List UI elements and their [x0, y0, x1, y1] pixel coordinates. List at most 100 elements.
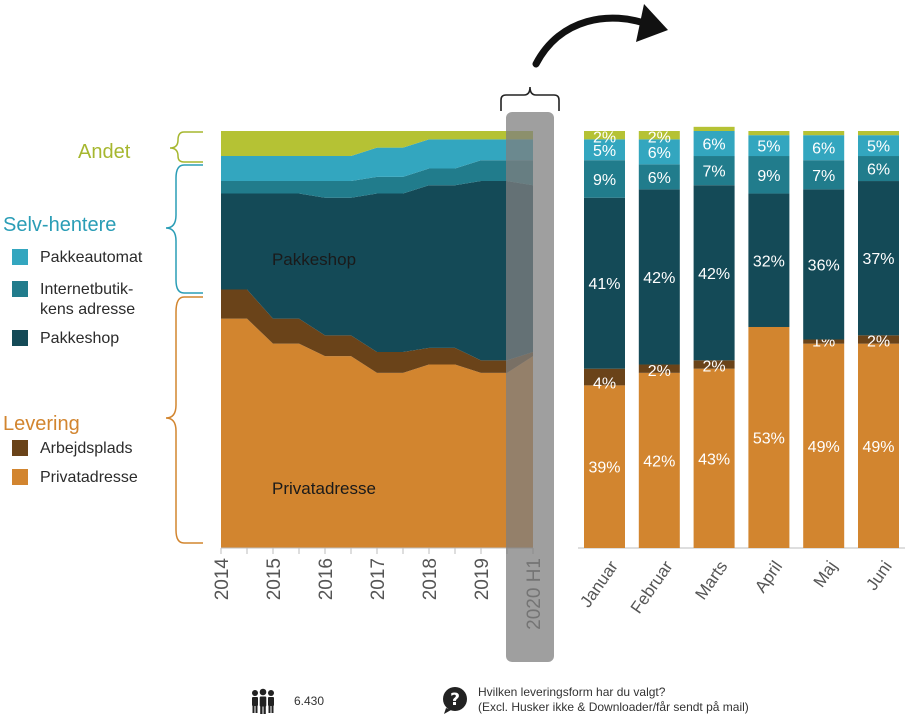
legend-group-andet: Andet [78, 141, 131, 163]
bar-data-label: 7% [812, 168, 835, 185]
bar-internetbutikkens-adresse-maj [803, 160, 845, 190]
bar-pakkeshop-februar [638, 189, 680, 365]
area-arbejdsplads [221, 289, 533, 373]
respondents-info: 6.430 [248, 686, 324, 716]
bar-data-label: 9% [757, 168, 780, 185]
legend-label: Pakkeautomat [40, 249, 143, 266]
bar-data-label: 36% [808, 257, 840, 274]
legend-swatch-internetbutik-kens-adresse [12, 281, 28, 297]
bar-data-label: 6% [812, 141, 835, 158]
bar-privatadresse-februar [638, 372, 680, 548]
bar-data-label: 37% [862, 251, 894, 268]
bar-privatadresse-marts [693, 368, 735, 548]
bar-data-label: 43% [698, 451, 730, 468]
bar-data-label: 49% [808, 439, 840, 456]
brace-andet [169, 131, 203, 163]
bar-pakkeshop-maj [803, 189, 845, 340]
area-x-tick-label: 2015 [264, 558, 285, 600]
bar-pakkeshop-marts [693, 185, 735, 361]
arrow-head-icon [636, 4, 668, 42]
bar-internetbutikkens-adresse-januar [584, 160, 625, 198]
bar-pakkeautomat-maj [803, 135, 845, 161]
area-x-tick-label: 2019 [472, 558, 493, 600]
bar-data-label: 5% [757, 139, 780, 156]
bar-data-label: 4% [593, 375, 616, 392]
bar-data-label: 2% [648, 363, 671, 380]
bar-pakkeautomat-juni [858, 135, 899, 157]
legend-label: Internetbutik- [40, 281, 133, 298]
question-text: Hvilken leveringsform har du valgt? (Exc… [478, 685, 749, 715]
area-label-privatadresse: Privatadresse [272, 479, 376, 498]
bar-data-label: 6% [648, 170, 671, 187]
legend-label: kens adresse [40, 301, 135, 318]
legend-group-levering: Levering [3, 413, 80, 435]
area-pakkeshop [221, 181, 533, 361]
bar-data-label: 32% [753, 253, 785, 270]
bar-category-label: April [751, 557, 786, 596]
area-pakkeautomat [221, 139, 533, 182]
bar-pakkeautomat-januar [584, 139, 625, 161]
bar-pakkeautomat-april [748, 135, 790, 157]
area-internetbutikkens-adresse [221, 160, 533, 198]
bar-privatadresse-maj [803, 343, 845, 548]
chart-canvas: Pakkeshop Privatadresse 2014 2015 2016 2017 20… [3, 4, 905, 662]
bar-data-label: 42% [643, 453, 675, 470]
area-privatadresse [221, 318, 533, 548]
area-label-pakkeshop: Pakkeshop [272, 250, 356, 269]
area-x-tick-label: 2014 [212, 558, 233, 601]
bar-arbejdsplads-marts [693, 360, 735, 369]
bar-internetbutikkens-adresse-april [748, 156, 790, 194]
legend-group-selv-hentere: Selv-hentere [3, 214, 116, 236]
bar-pakkeshop-juni [858, 181, 899, 336]
bar-pakkeautomat-februar [638, 139, 680, 165]
bar-data-label: 6% [648, 145, 671, 162]
bar-data-label: 6% [703, 137, 726, 154]
bar-category-label: Januar [576, 557, 622, 611]
area-x-tick-label: 2017 [368, 558, 389, 600]
question-line-1: Hvilken leveringsform har du valgt? [478, 685, 666, 699]
brace-levering [165, 296, 203, 544]
bar-privatadresse-april [748, 326, 790, 548]
bar-data-label: 39% [588, 460, 620, 477]
bar-data-label: 5% [593, 143, 616, 160]
bar-data-label: 2% [867, 334, 890, 351]
svg-text:?: ? [450, 690, 460, 710]
bar-andet-januar [584, 131, 625, 140]
area-x-tick-label: 2016 [316, 558, 337, 600]
bar-andet-april [748, 131, 790, 136]
bar-data-label: 9% [593, 172, 616, 189]
bar-data-label: 42% [643, 270, 675, 287]
highlight-bracket [500, 86, 560, 111]
question-info: ? Hvilken leveringsform har du valgt? (E… [440, 685, 749, 715]
bar-data-label: 2% [593, 129, 616, 146]
bar-category-label: Februar [627, 557, 677, 617]
bar-arbejdsplads-juni [858, 335, 899, 344]
bar-internetbutikkens-adresse-februar [638, 164, 680, 190]
bar-andet-juni [858, 131, 899, 136]
bar-pakkeshop-april [748, 193, 790, 327]
bar-arbejdsplads-januar [584, 368, 625, 386]
legend-swatch-pakkeshop [12, 330, 28, 346]
bar-data-label: 41% [588, 276, 620, 293]
question-icon: ? [443, 687, 467, 714]
area-x-tick-label: 2018 [420, 558, 441, 600]
bar-data-label: 5% [867, 139, 890, 156]
bar-privatadresse-juni [858, 343, 899, 548]
bar-category-label: Juni [862, 557, 895, 593]
bar-data-label: 2% [648, 129, 671, 146]
bar-andet-februar [638, 131, 680, 140]
bar-data-label: 6% [867, 162, 890, 179]
highlight-2020h1 [506, 112, 554, 662]
bar-category-label: Marts [691, 557, 731, 603]
bar-arbejdsplads-februar [638, 364, 680, 373]
question-line-2: (Excl. Husker ikke & Downloader/får send… [478, 700, 749, 714]
respondents-count: 6.430 [294, 693, 325, 708]
area-andet [221, 131, 533, 157]
bar-internetbutikkens-adresse-marts [693, 156, 735, 186]
brace-selv-hentere [165, 164, 203, 294]
legend-swatch-pakkeautomat [12, 249, 28, 265]
bar-data-label: 53% [753, 430, 785, 447]
bar-internetbutikkens-adresse-juni [858, 156, 899, 182]
bar-andet-maj [803, 131, 845, 136]
